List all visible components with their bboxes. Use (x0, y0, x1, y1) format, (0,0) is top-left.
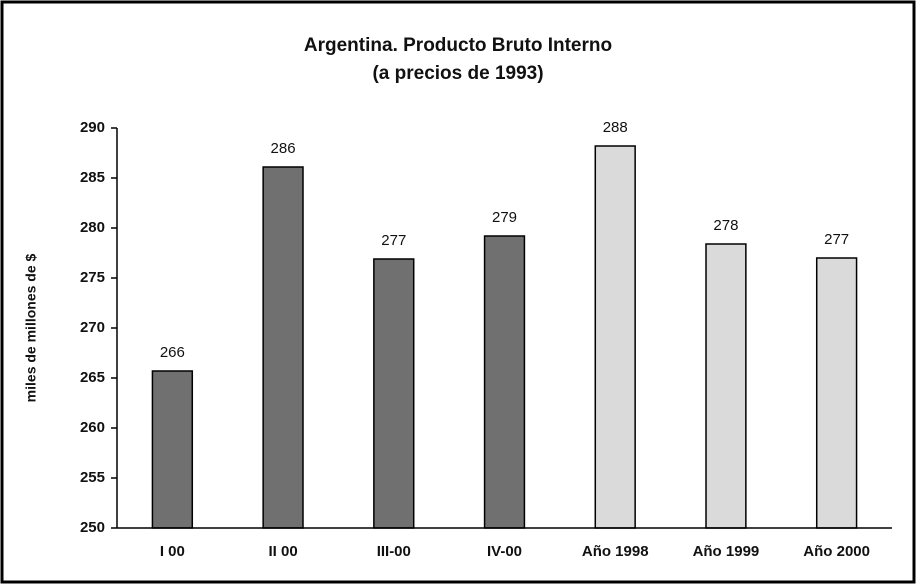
y-tick-label: 260 (80, 419, 105, 436)
x-tick-label: IV-00 (487, 543, 522, 560)
x-tick-label: Año 1999 (693, 543, 760, 560)
x-tick-label: II 00 (268, 543, 297, 560)
data-label: 266 (160, 344, 185, 361)
bar (151, 370, 194, 529)
bar (594, 145, 636, 529)
chart-title: Argentina. Producto Bruto Interno (304, 35, 612, 56)
y-axis-label: miles de millones de $ (23, 253, 39, 402)
data-label: 278 (713, 217, 738, 234)
y-tick-label: 275 (80, 269, 105, 286)
data-label: 277 (381, 232, 406, 249)
bar (705, 243, 747, 529)
y-tick-label: 280 (80, 219, 105, 236)
y-tick-label: 285 (80, 169, 105, 186)
data-label: 288 (603, 119, 628, 136)
y-tick-label: 265 (80, 369, 105, 386)
x-tick-label: Año 2000 (803, 543, 870, 560)
data-label: 277 (824, 231, 849, 248)
bar (262, 166, 304, 529)
bar (373, 258, 415, 529)
chart-subtitle: (a precios de 1993) (372, 63, 543, 84)
data-label: 286 (271, 140, 296, 157)
x-tick-label: I 00 (160, 543, 185, 560)
bar (483, 235, 526, 529)
x-tick-label: Año 1998 (582, 543, 649, 560)
bar (815, 257, 858, 529)
y-tick-label: 270 (80, 319, 105, 336)
y-tick-label: 255 (80, 469, 105, 486)
data-label: 279 (492, 209, 517, 226)
y-tick-label: 250 (80, 519, 105, 536)
y-tick-label: 290 (80, 119, 105, 136)
x-tick-label: III-00 (377, 543, 411, 560)
